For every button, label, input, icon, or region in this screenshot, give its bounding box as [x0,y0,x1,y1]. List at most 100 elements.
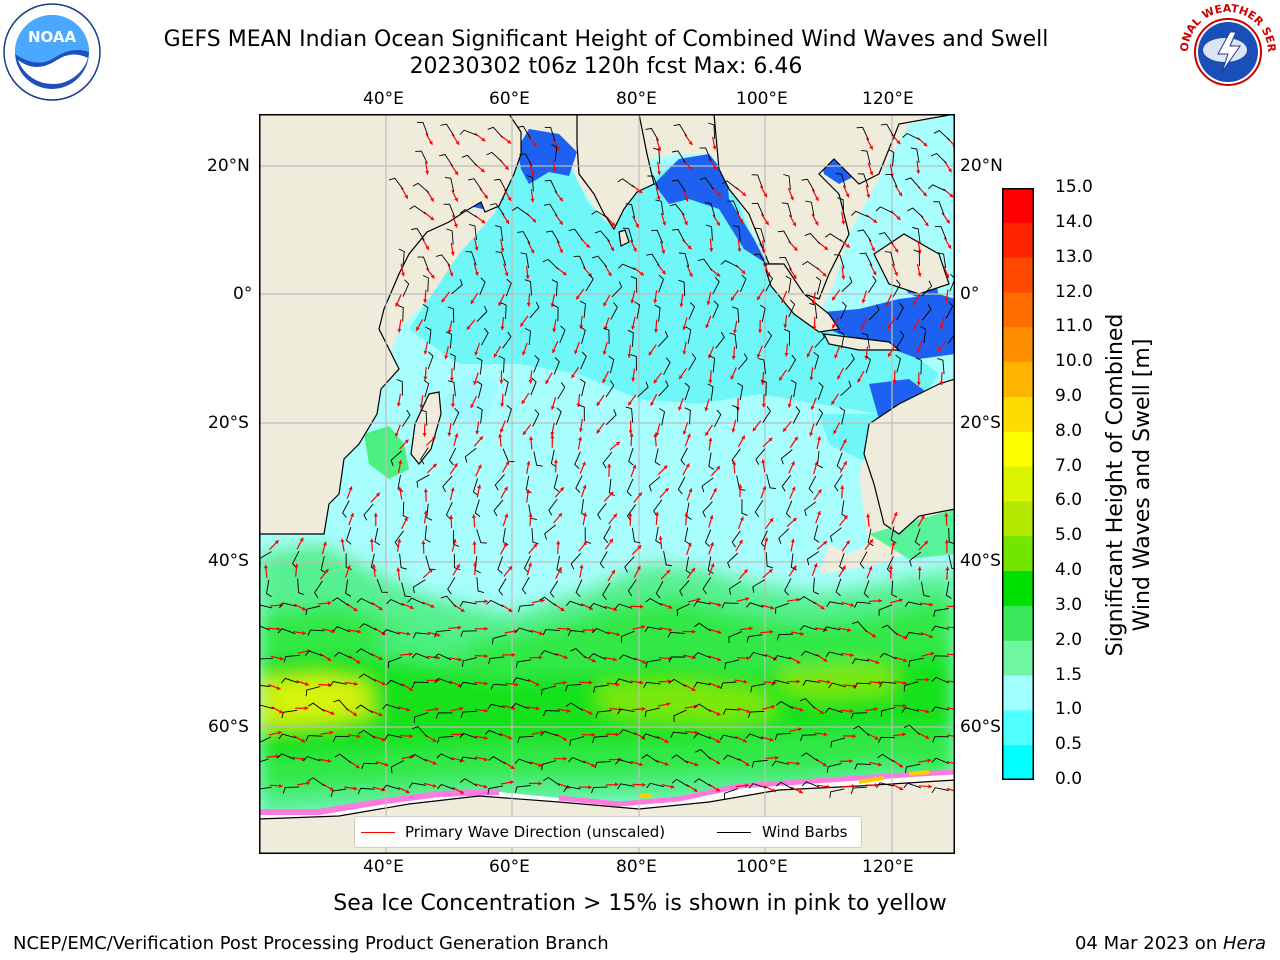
wind-barb [487,126,504,139]
wave-arrowhead [615,732,620,737]
wave-arrowhead [784,352,789,357]
wind-barb [853,725,870,736]
wind-barb [798,596,816,605]
wave-arrowhead [888,325,892,330]
wind-barb [865,355,872,374]
wind-barb [461,657,477,667]
wind-barb [825,651,844,658]
wave-arrowhead [430,604,435,608]
wave-arrowhead [944,539,949,544]
wave-arrowhead [769,518,774,523]
wind-barb [282,786,300,794]
colorbar-label: 7.0 [1055,455,1083,476]
wave-arrowhead [831,400,835,405]
wave-arrowhead [474,246,479,251]
wave-arrowhead [752,427,757,432]
wave-arrowhead [511,652,516,657]
wind-barb [502,331,512,349]
wind-barb [625,406,634,423]
wind-barb [345,579,352,597]
wave-arrowhead [869,145,873,150]
wind-barb [859,551,868,569]
wind-barb [359,623,377,631]
wind-barb [693,681,711,688]
wave-arrowhead [499,428,504,433]
wave-arrowhead [276,626,281,631]
wave-arrowhead [653,379,658,384]
wave-arrowhead [459,706,464,711]
wind-barb [474,499,481,517]
wind-barb [643,681,661,688]
wind-barb [625,203,636,219]
wave-arrowhead [806,353,811,358]
wave-arrowhead [449,515,454,519]
wave-arrowhead [872,271,877,276]
wave-direction-arrow [946,707,955,710]
wave-arrowhead [454,171,459,175]
wind-barb [808,475,817,494]
wind-barb [658,380,669,397]
wind-barb [910,147,920,163]
wind-barb [904,601,923,608]
wind-barb [878,736,895,743]
wave-arrowhead [664,488,669,492]
wave-arrowhead [792,517,797,522]
wind-barb [630,354,637,371]
wind-barb [591,627,610,635]
wind-barb [653,147,661,164]
wave-arrowhead [327,657,332,661]
wave-arrowhead [738,539,743,544]
wave-arrowhead [430,197,434,202]
wave-arrowhead [373,513,378,517]
wind-barb [912,227,921,243]
wind-barb [762,405,771,424]
wave-arrowhead [826,784,831,789]
wind-barb [412,726,428,738]
wind-barb [411,652,430,659]
wave-arrowhead [684,197,689,202]
wave-arrowhead [508,735,512,740]
wind-barb [597,503,607,520]
wind-barb [573,255,586,270]
wave-arrowhead [560,487,564,492]
wave-arrowhead [765,221,769,225]
wind-barb [388,177,404,190]
wind-barb [569,736,585,747]
wind-barb [671,778,689,787]
wind-barb [412,632,430,639]
wave-arrowhead [453,223,458,228]
wind-barb [754,500,764,518]
wind-barb [937,252,947,268]
wave-arrowhead [444,355,449,359]
wave-arrowhead [459,790,464,794]
wave-arrowhead [470,404,475,408]
wind-barb [840,380,852,397]
wind-barb [532,409,540,427]
wave-arrowhead [613,513,617,518]
wave-arrowhead [792,565,797,570]
wave-arrowhead [397,328,402,333]
wind-barb [425,555,436,571]
wave-arrowhead [775,755,779,760]
wind-barb [880,123,894,137]
wave-arrowhead [850,653,854,657]
wind-barb [493,499,504,517]
wave-arrowhead [871,247,875,252]
wave-arrowhead [588,710,593,715]
wind-barb [824,707,843,714]
wind-barb [434,629,451,638]
wave-arrowhead [384,762,389,767]
wind-barb [544,179,558,194]
wind-barb [895,354,902,373]
bottom-tick-120e: 120°E [862,857,914,877]
wave-arrowhead [294,563,299,568]
wave-arrowhead [898,598,903,603]
wind-barb [655,526,662,545]
borneo-land [873,233,950,295]
colorbar-label: 2.0 [1055,629,1083,650]
wind-barb [459,778,478,787]
wind-barb [603,327,610,345]
wind-barb [739,274,747,293]
colorbar-label: 14.0 [1055,211,1093,232]
wave-arrowhead [845,243,850,248]
